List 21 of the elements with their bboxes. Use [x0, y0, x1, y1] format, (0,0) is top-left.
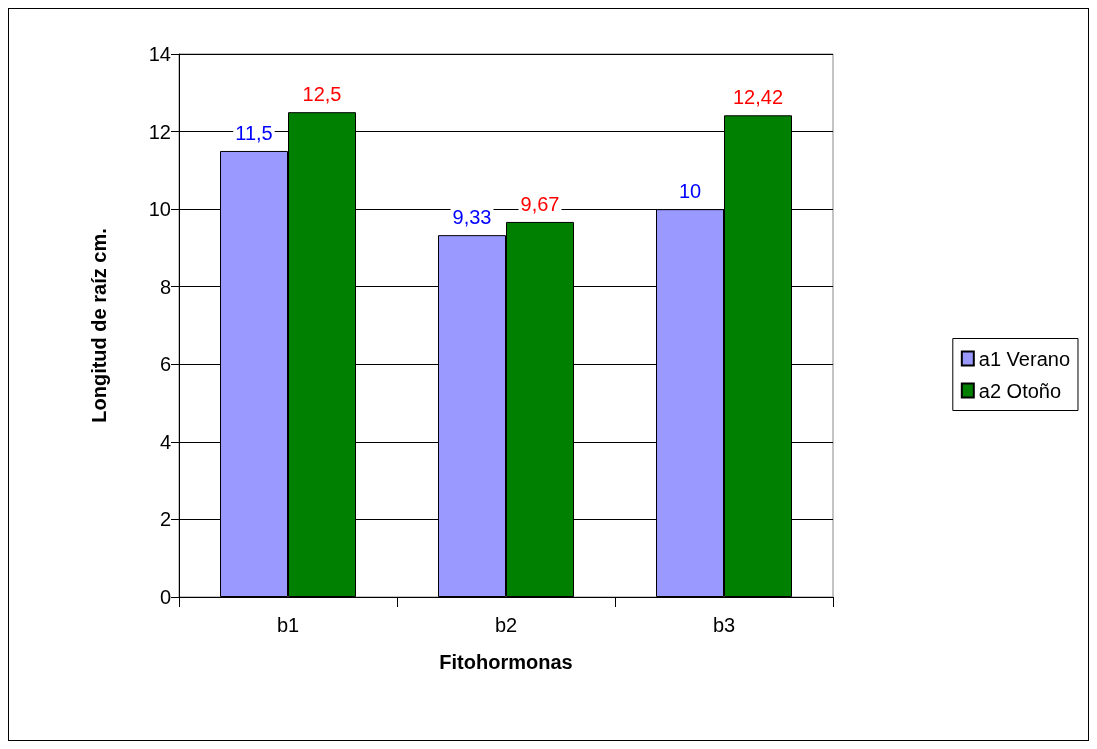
x-tick-label: b2	[494, 614, 518, 636]
y-tick-label: 10	[148, 198, 171, 221]
data-label: 12,42	[732, 86, 784, 109]
x-axis-title: Fitohormonas	[439, 651, 573, 673]
y-tick-label: 4	[159, 430, 171, 453]
data-label: 10	[678, 180, 702, 203]
legend-label: a2 Otoño	[978, 379, 1062, 402]
x-tick-label: b1	[276, 614, 300, 636]
data-label: 9,67	[520, 192, 560, 215]
data-label: 11,5	[235, 121, 273, 144]
y-tick-label: 6	[159, 353, 171, 376]
data-label: 12,5	[302, 83, 342, 106]
legend-label: a1 Verano	[978, 347, 1071, 370]
y-axis-title: Longitud de raíz cm.	[88, 228, 110, 423]
y-tick-label: 2	[159, 508, 171, 531]
y-tick-label: 12	[148, 120, 171, 143]
y-tick-label: 14	[148, 43, 171, 65]
data-label: 9,33	[452, 206, 492, 229]
x-tick-label: b3	[712, 614, 736, 636]
y-tick-label: 8	[159, 275, 171, 298]
y-tick-label: 0	[159, 586, 171, 608]
